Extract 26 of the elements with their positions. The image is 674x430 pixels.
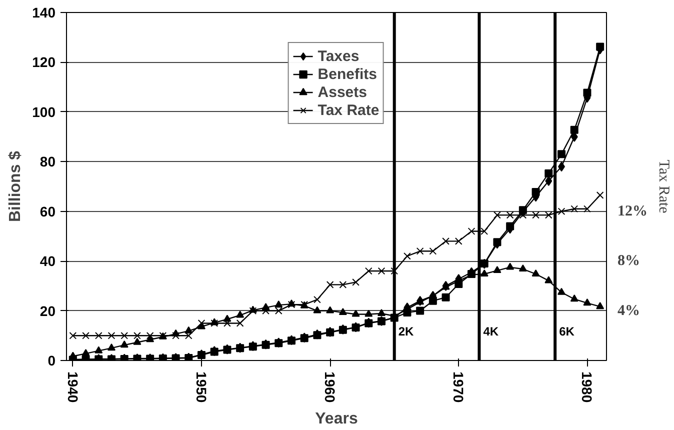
y-tick-label: 100 [32, 104, 56, 120]
y2-tick-label: 4% [618, 302, 640, 319]
y-tick-label: 40 [40, 253, 56, 270]
y-tick-label: 80 [40, 154, 56, 170]
ref-line-label: 4K [483, 324, 499, 338]
legend-label: Taxes [318, 47, 360, 65]
x-tick-label: 1960 [322, 372, 338, 403]
y2-tick-label: 12% [618, 203, 648, 220]
y2-axis-title: Tax Rate [656, 160, 672, 214]
y-tick-label: 140 [32, 4, 56, 20]
ref-line-label: 6K [559, 324, 575, 338]
legend-label: Benefits [318, 65, 377, 83]
y-tick-label: 20 [40, 302, 56, 319]
y2-tick-label: 8% [618, 253, 640, 270]
legend-label: Tax Rate [318, 101, 380, 119]
x-tick-label: 1950 [194, 372, 210, 403]
x-axis-title: Years [315, 410, 358, 428]
y-tick-label: 60 [40, 203, 56, 220]
legend-label: Assets [318, 83, 367, 101]
ref-line-label: 2K [398, 324, 414, 338]
y-axis-title: Billions $ [7, 150, 24, 222]
x-tick-label: 1980 [579, 372, 596, 403]
y-tick-label: 0 [48, 352, 56, 368]
x-tick-label: 1970 [450, 372, 467, 403]
y-tick-label: 120 [32, 54, 56, 70]
x-tick-label: 1940 [64, 372, 81, 403]
